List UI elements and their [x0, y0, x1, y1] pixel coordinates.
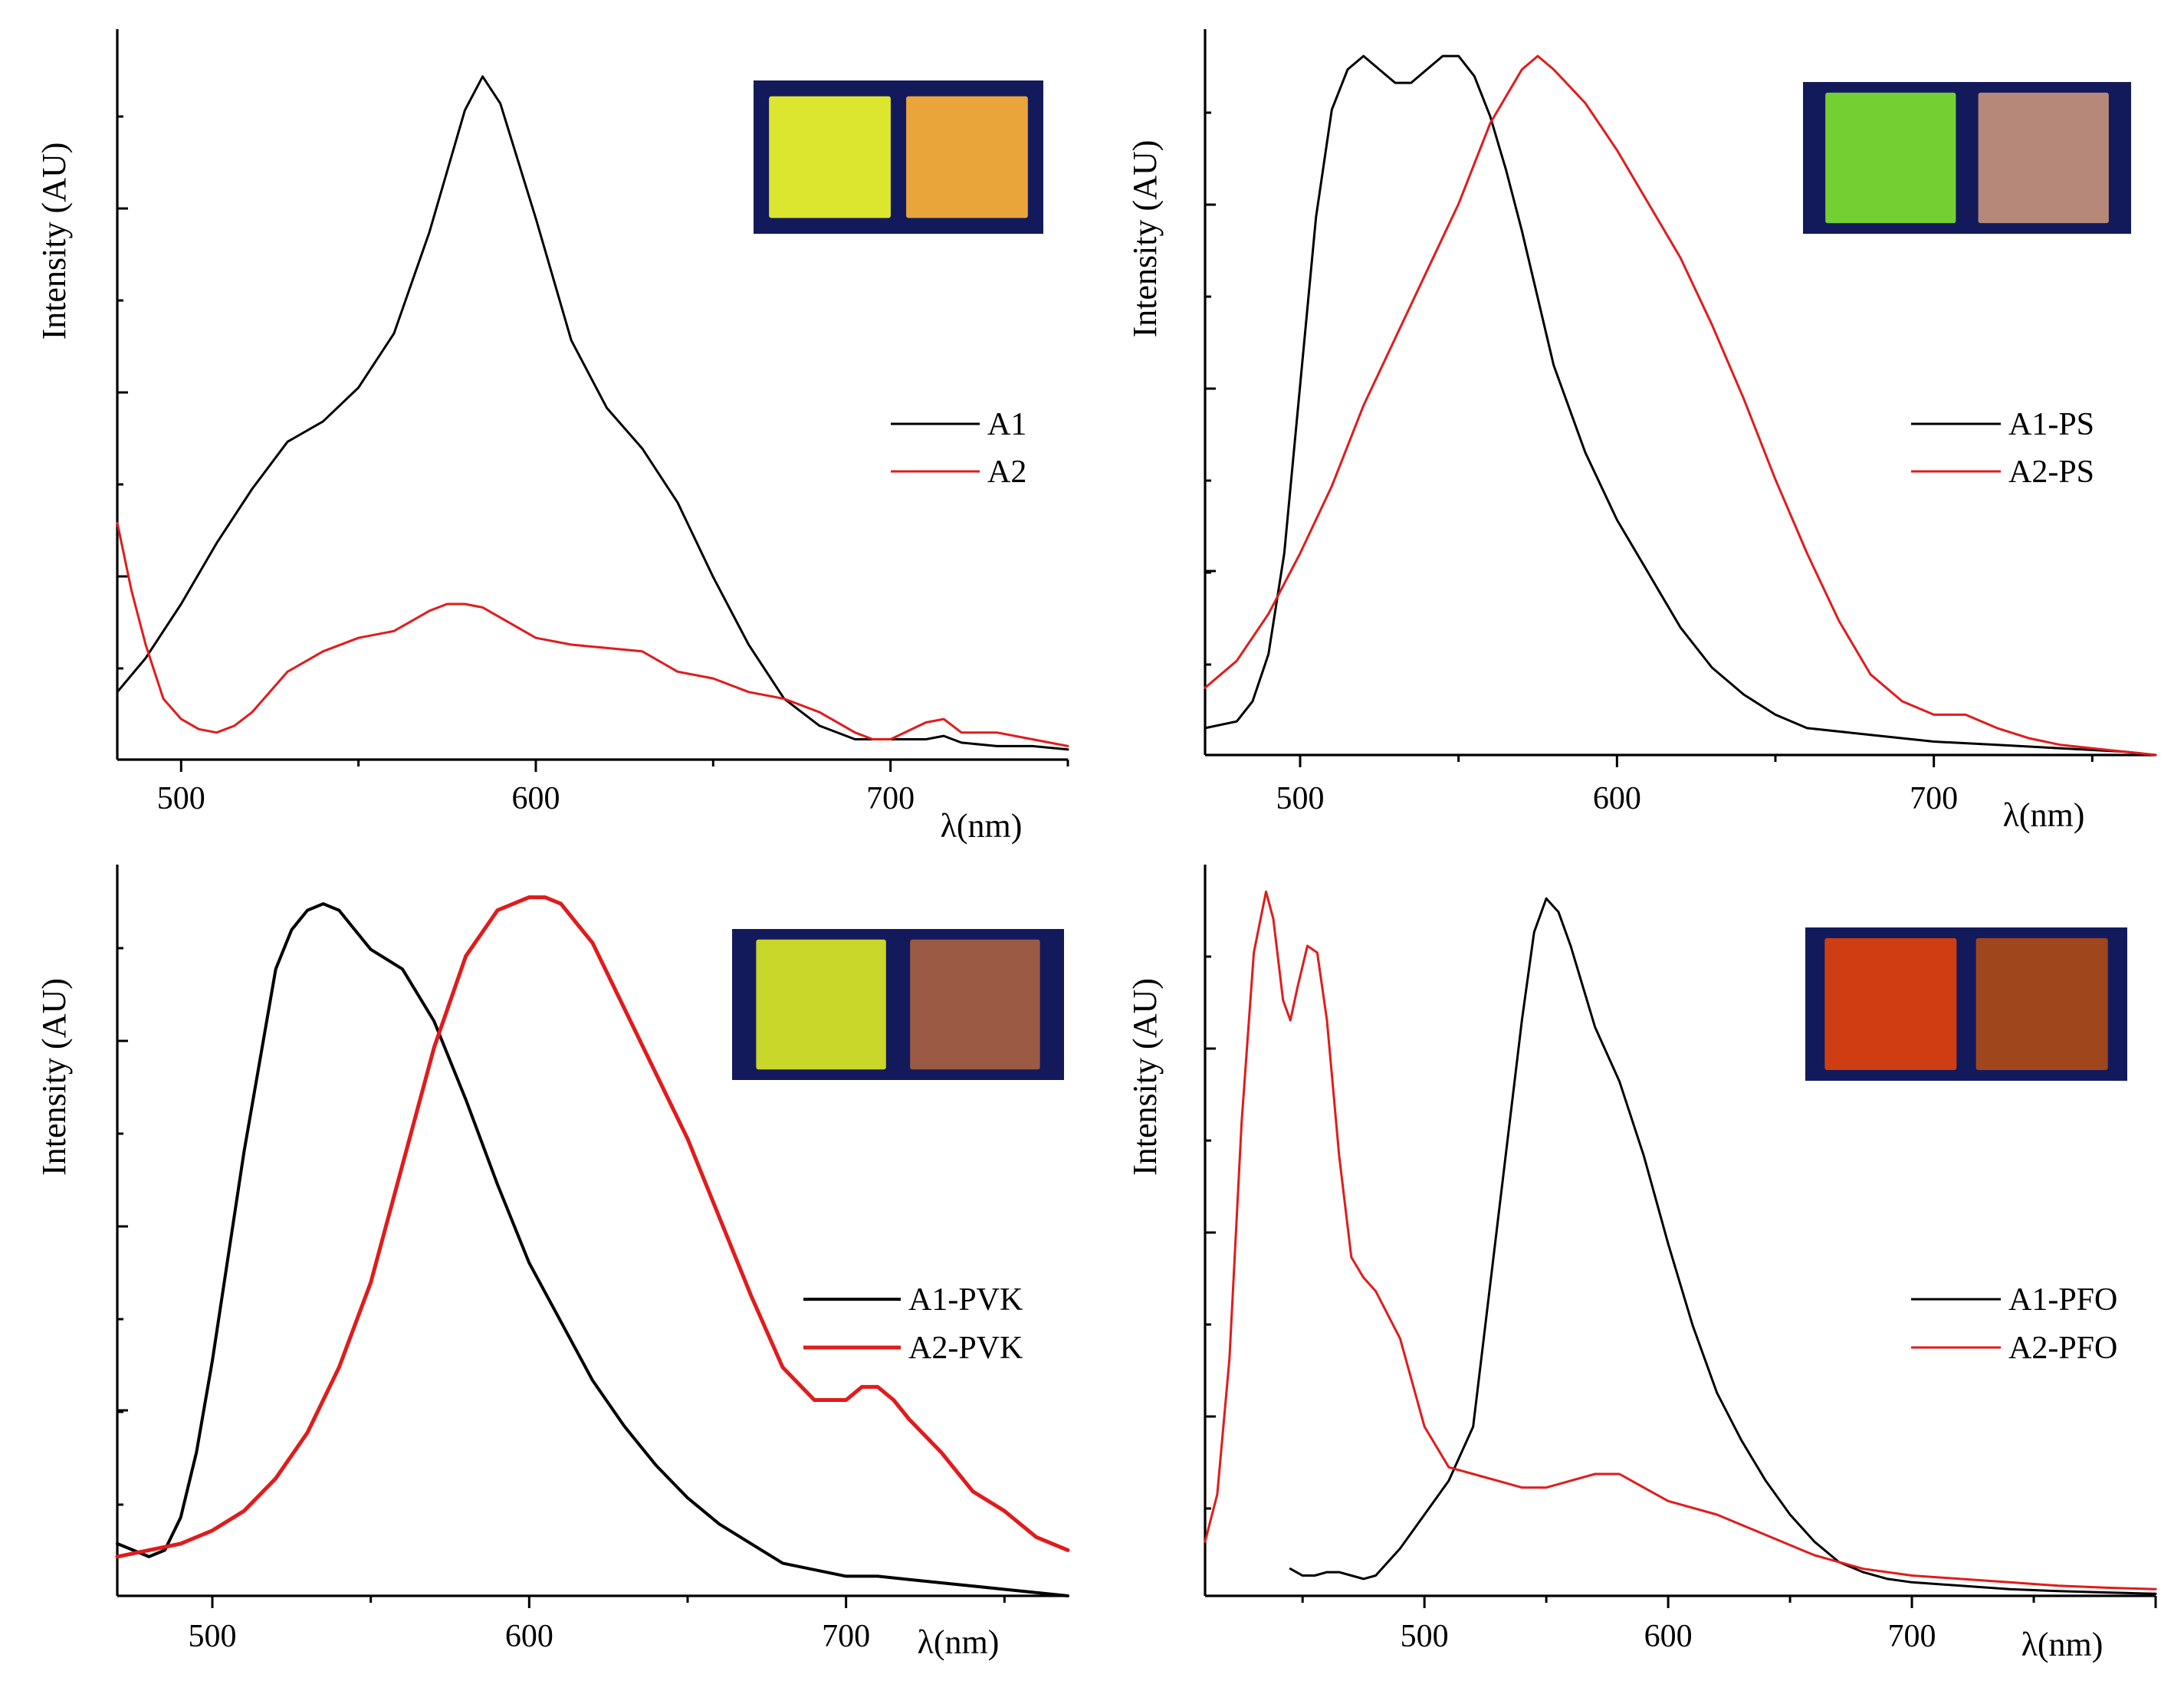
legend-label-A2-PFO: A2-PFO: [2008, 1331, 2117, 1366]
inset-photo: [1803, 82, 2131, 234]
legend-label-A2: A2: [987, 455, 1026, 490]
series-line-A1: [116, 75, 1069, 751]
series-line-A2: [116, 521, 1069, 747]
x-tick-label: 700: [822, 1619, 870, 1654]
y-axis-title: Intensity (AU): [1126, 140, 1164, 338]
inset-film-sample: [1824, 938, 1957, 1070]
x-axis-title: λ(nm): [2003, 796, 2085, 834]
x-tick-label: 600: [505, 1619, 553, 1654]
x-tick-label: 700: [1888, 1619, 1936, 1654]
x-tick-label: 600: [511, 781, 560, 816]
series-line-A1-PS: [1204, 54, 2157, 757]
chart-panel-top-left: 500 600 700 Intensity (AU) λ(nm) A1 A2: [35, 29, 1069, 845]
legend-label-A1-PS: A1-PS: [2008, 407, 2094, 442]
legend-label-A2-PS: A2-PS: [2008, 455, 2094, 490]
inset-film-sample: [1825, 92, 1956, 224]
chart-panel-top-right: 500 600 700 Intensity (AU) λ(nm) A1-PS A2-PS: [1126, 29, 2157, 834]
x-tick-label: 600: [1593, 781, 1641, 816]
series-line-A2-PVK: [115, 895, 1070, 1559]
x-axis-title: λ(nm): [941, 807, 1023, 845]
inset-photo: [1805, 927, 2127, 1081]
inset-film-sample: [1978, 92, 2109, 224]
series-line-A1-PFO: [1289, 897, 2157, 1595]
inset-film-sample: [769, 96, 891, 218]
inset-film-sample: [906, 96, 1028, 218]
legend-label-A2-PVK: A2-PVK: [908, 1331, 1023, 1366]
inset-film-sample: [756, 939, 886, 1070]
y-axis-title: Intensity (AU): [35, 978, 73, 1176]
chart-panel-bottom-left: 500 600 700 Intensity (AU) λ(nm) A1-PVK A2-PVK: [35, 865, 1070, 1661]
legend-label-A1-PFO: A1-PFO: [2008, 1282, 2117, 1318]
x-axis-title: λ(nm): [918, 1623, 1000, 1661]
inset-film-sample: [910, 939, 1040, 1070]
y-axis-title: Intensity (AU): [35, 143, 73, 340]
chart-panel-bottom-right: 500 600 700 Intensity (AU) λ(nm) A1-PFO A2-PFO: [1126, 865, 2157, 1663]
x-tick-label: 700: [866, 781, 915, 816]
inset-photo: [732, 929, 1064, 1080]
inset-film-sample: [1975, 938, 2108, 1070]
legend-label-A1-PVK: A1-PVK: [908, 1282, 1023, 1318]
y-axis-title: Intensity (AU): [1126, 978, 1164, 1176]
x-tick-label: 500: [189, 1619, 237, 1654]
series-line-A2-PS: [1204, 54, 2157, 757]
series-line-A1-PVK: [116, 902, 1069, 1597]
x-tick-label: 600: [1644, 1619, 1693, 1654]
x-tick-label: 500: [1276, 781, 1325, 816]
legend-label-A1: A1: [987, 407, 1026, 442]
inset-photo: [754, 80, 1043, 234]
series-line-A2-PFO: [1204, 890, 2157, 1590]
x-tick-label: 500: [157, 781, 205, 816]
x-tick-label: 500: [1401, 1619, 1449, 1654]
x-tick-label: 700: [1910, 781, 1958, 816]
x-axis-title: λ(nm): [2021, 1626, 2104, 1663]
